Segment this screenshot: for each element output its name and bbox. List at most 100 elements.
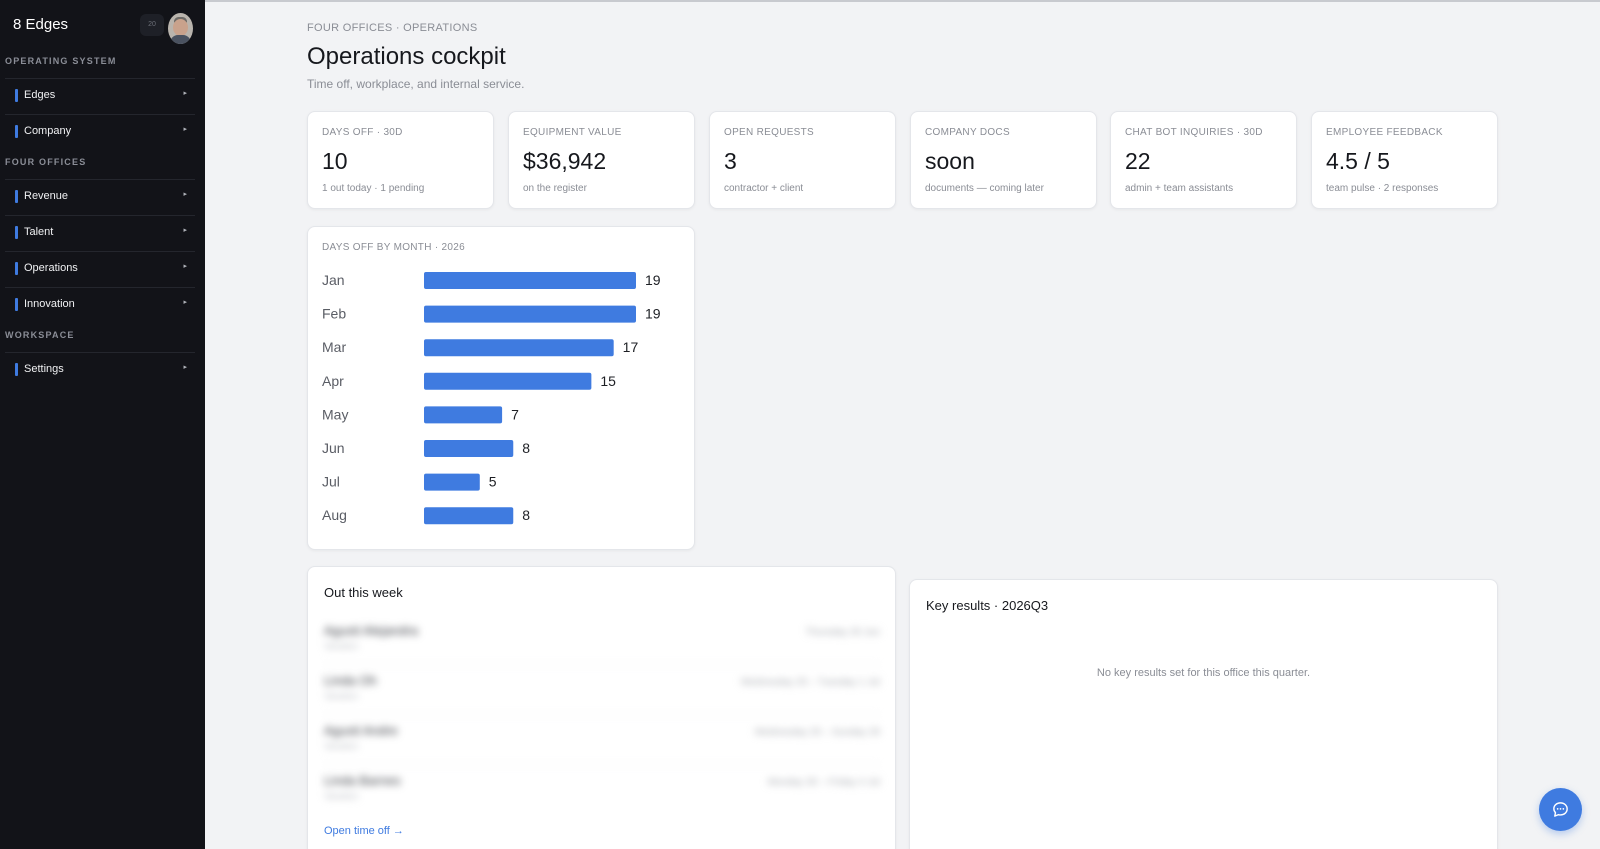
sidebar-item-talent[interactable]: Talent ▸ [5,215,195,251]
sidebar: 8 Edges 20 OPERATING SYSTEM Edges ▸ Comp… [0,0,205,849]
kpi-card-employee-feedback: EMPLOYEE FEEDBACK 4.5 / 5 team pulse · 2… [1311,111,1498,209]
bar-feb[interactable] [424,305,636,323]
sidebar-item-label: Operations [24,262,78,274]
breadcrumb: FOUR OFFICES · OPERATIONS [307,22,478,34]
chevron-right-icon: ▸ [183,263,187,270]
list-item[interactable]: Linda Oh Vacation Wednesday 25 – Tuesday… [324,667,880,715]
chevron-right-icon: ▸ [183,126,187,133]
value-label-jun: 8 [522,440,530,456]
accent-bar [15,125,18,138]
leave-dates: Wednesday 25 – Sunday 29 [754,727,880,738]
kpi-label: EMPLOYEE FEEDBACK [1326,127,1443,138]
kpi-card-equipment-value: EQUIPMENT VALUE $36,942 on the register [508,111,695,209]
sidebar-section-four-offices: FOUR OFFICES [5,157,87,167]
person-name: Agusti Alejandra [324,623,418,638]
value-label-feb: 19 [645,306,661,322]
kpi-subtext: admin + team assistants [1125,183,1234,194]
value-label-aug: 8 [522,507,530,523]
bar-jan[interactable] [424,272,636,289]
bar-mar[interactable] [424,339,614,357]
kpi-label: OPEN REQUESTS [724,127,815,138]
category-label-may: May [322,406,348,422]
sidebar-item-label: Settings [24,363,64,375]
category-label-feb: Feb [322,306,346,322]
value-label-apr: 15 [600,373,616,389]
kpi-label: CHAT BOT INQUIRIES · 30D [1125,127,1263,138]
category-label-apr: Apr [322,373,344,389]
kpi-value: soon [925,148,975,174]
sidebar-item-label: Talent [24,226,54,238]
sidebar-section-operating-system: OPERATING SYSTEM [5,56,117,66]
page-subtitle: Time off, workplace, and internal servic… [307,77,525,91]
kpi-subtext: on the register [523,183,587,194]
kpi-value: 4.5 / 5 [1326,148,1390,174]
sidebar-item-edges[interactable]: Edges ▸ [5,78,195,114]
sidebar-item-innovation[interactable]: Innovation ▸ [5,287,195,323]
kpi-card-days-off: DAYS OFF · 30D 10 1 out today · 1 pendin… [307,111,494,209]
days-off-bar-chart: Jan 19 Feb 19 Mar 17 Apr 15 May 7 Jun 8 Jul 5 Aug 8 [322,272,661,525]
sidebar-item-company[interactable]: Company ▸ [5,114,195,150]
out-this-week-title: Out this week [324,585,403,600]
category-label-mar: Mar [322,339,346,355]
bar-jul[interactable] [424,473,480,491]
list-item[interactable]: Agusti Alejandra Vacation Thursday 26 Ju… [324,617,880,665]
leave-type: Vacation [324,641,359,651]
category-label-jun: Jun [322,440,345,456]
accent-bar [15,190,18,203]
accent-bar [15,89,18,102]
sidebar-item-operations[interactable]: Operations ▸ [5,251,195,287]
key-results-empty-state: No key results set for this office this … [1096,667,1311,679]
chat-bubble-icon [1553,802,1568,817]
accent-bar [15,226,18,239]
category-label-jan: Jan [322,272,345,288]
value-label-jan: 19 [645,272,661,288]
page-title: Operations cockpit [307,43,506,70]
kpi-card-open-requests: OPEN REQUESTS 3 contractor + client [709,111,896,209]
leave-dates: Wednesday 25 – Tuesday 1 Jul [740,677,880,688]
chat-button[interactable] [1539,788,1582,831]
leave-dates: Thursday 26 Jun [805,627,881,638]
leave-type: Vacation [324,791,359,801]
person-name: Agusti Andre [324,723,398,738]
accent-bar [15,298,18,311]
sidebar-item-label: Company [24,125,72,137]
key-results-title: Key results · 2026Q3 [926,598,1049,613]
bar-aug[interactable] [424,507,514,525]
chart-title: DAYS OFF BY MONTH · 2026 [322,242,465,253]
chevron-right-icon: ▸ [183,227,187,234]
collapse-toggle-button[interactable]: 20 [140,14,164,36]
key-results-card: Key results · 2026Q3 No key results set … [909,579,1498,849]
kpi-label: EQUIPMENT VALUE [523,127,622,138]
top-divider [205,0,1600,2]
kpi-label: DAYS OFF · 30D [322,127,403,138]
sidebar-header: 8 Edges 20 [0,0,205,50]
bar-jun[interactable] [424,440,514,457]
open-time-off-link[interactable]: Open time off → [324,825,404,837]
kpi-subtext: contractor + client [724,183,804,194]
sidebar-item-label: Innovation [24,298,75,310]
kpi-subtext: team pulse · 2 responses [1326,183,1439,194]
accent-bar [15,262,18,275]
kpi-card-company-docs: COMPANY DOCS soon documents — coming lat… [910,111,1097,209]
bar-may[interactable] [424,406,503,424]
list-item[interactable]: Linda Barnes Vacation Monday 30 – Friday… [324,767,880,815]
avatar[interactable] [168,13,193,44]
leave-type: Vacation [324,691,359,701]
category-label-jul: Jul [322,474,340,490]
avatar-face [173,19,188,36]
chevron-right-icon: ▸ [183,90,187,97]
days-off-chart-card: DAYS OFF BY MONTH · 2026 Jan 19 Feb 19 Mar 17… [307,226,695,550]
accent-bar [15,363,18,376]
person-name: Linda Barnes [324,773,401,788]
kpi-value: 10 [322,148,348,174]
kpi-value: 22 [1125,148,1151,174]
bar-apr[interactable] [424,372,592,390]
list-item[interactable]: Agusti Andre Vacation Wednesday 25 – Sun… [324,717,880,765]
kpi-value: $36,942 [523,148,607,174]
value-label-mar: 17 [623,339,639,355]
kpi-label: COMPANY DOCS [925,127,1010,138]
brand-name[interactable]: 8 Edges [13,16,69,33]
sidebar-item-revenue[interactable]: Revenue ▸ [5,179,195,215]
sidebar-item-settings[interactable]: Settings ▸ [5,352,195,388]
kpi-value: 3 [724,148,737,174]
